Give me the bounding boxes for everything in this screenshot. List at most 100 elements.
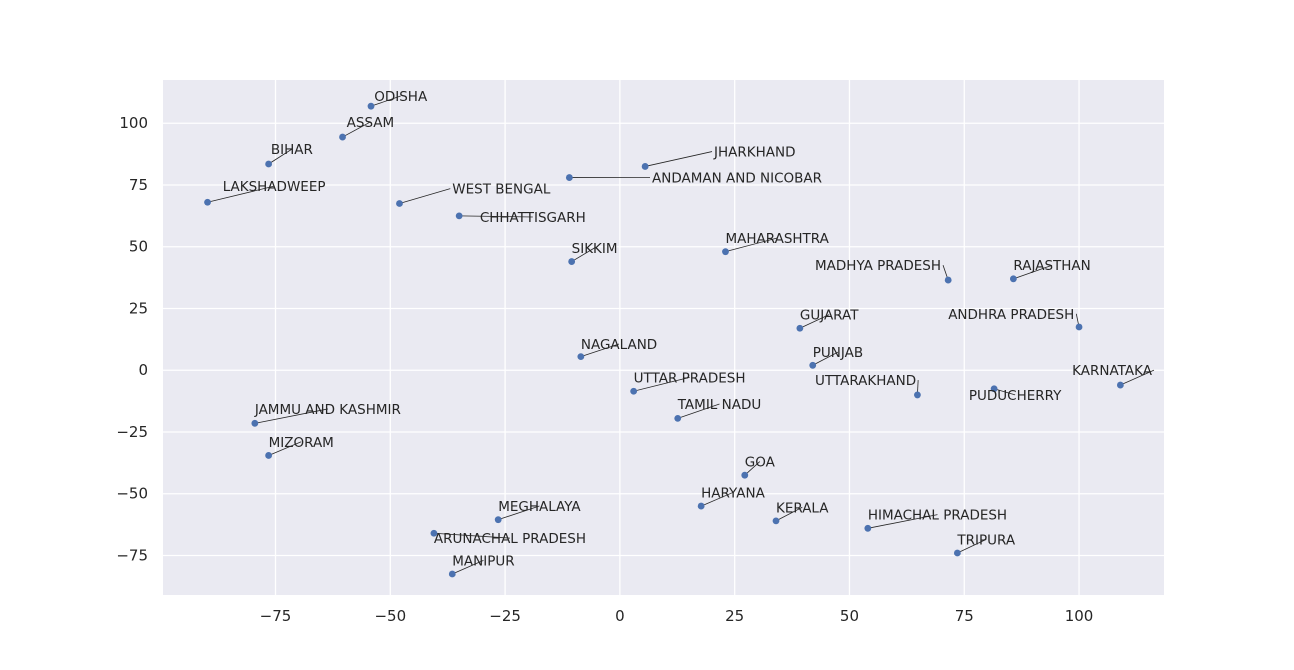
point-label-manipur: MANIPUR <box>452 553 514 569</box>
leader-line-haryana <box>700 492 734 507</box>
point-karnataka <box>1116 381 1124 389</box>
point-label-west-bengal: WEST BENGAL <box>452 182 551 198</box>
point-nagaland <box>577 353 585 361</box>
point-label-nagaland: NAGALAND <box>581 337 657 353</box>
point-andaman-and-nicobar <box>565 174 573 181</box>
point-puducherry <box>990 385 998 393</box>
point-label-andaman-and-nicobar: ANDAMAN AND NICOBAR <box>652 171 822 187</box>
point-label-puducherry: PUDUCHERRY <box>969 388 1062 404</box>
point-label-jharkhand: JHARKHAND <box>713 145 795 161</box>
point-label-gujarat: GUJARAT <box>800 308 859 324</box>
point-haryana <box>697 502 705 510</box>
leader-line-lakshadweep <box>207 185 275 203</box>
data-points <box>204 102 1124 578</box>
point-sikkim <box>568 258 576 265</box>
point-mizoram <box>265 452 273 459</box>
point-label-meghalaya: MEGHALAYA <box>498 499 581 515</box>
y-tick-label: 0 <box>138 361 148 379</box>
y-tick-label: −75 <box>116 546 148 564</box>
leader-line-gujarat <box>799 314 830 329</box>
leader-line-himachal-pradesh <box>867 514 938 529</box>
point-label-maharashtra: MAHARASHTRA <box>725 231 829 247</box>
point-tripura <box>953 549 961 557</box>
y-tick-label: 50 <box>129 238 148 256</box>
leader-line-meghalaya <box>498 505 540 521</box>
point-label-kerala: KERALA <box>776 500 829 516</box>
point-label-rajasthan: RAJASTHAN <box>1013 258 1090 274</box>
x-tick-label: −50 <box>374 607 406 625</box>
leader-line-rajasthan <box>1013 264 1053 280</box>
x-tick-label: 100 <box>1065 607 1094 625</box>
point-arunachal-pradesh <box>430 529 438 537</box>
point-label-assam: ASSAM <box>347 115 395 131</box>
point-label-uttarakhand: UTTARAKHAND <box>815 373 916 389</box>
leader-line-nagaland <box>580 343 620 358</box>
point-label-mizoram: MIZORAM <box>269 435 334 451</box>
leader-line-sikkim <box>571 247 595 262</box>
point-bihar <box>265 160 273 168</box>
x-tick-label: −75 <box>260 607 292 625</box>
point-rajasthan <box>1009 275 1017 283</box>
point-label-madhya-pradesh: MADHYA PRADESH <box>815 258 941 274</box>
label-leader-lines <box>207 95 1155 575</box>
y-tick-label: −25 <box>116 423 148 441</box>
leader-line-uttar-pradesh <box>633 376 690 392</box>
leader-line-chhattisgarh <box>459 215 533 218</box>
point-lakshadweep <box>204 198 211 206</box>
point-tamil-nadu <box>674 414 682 422</box>
point-label-himachal-pradesh: HIMACHAL PRADESH <box>868 508 1007 524</box>
point-madhya-pradesh <box>944 276 952 284</box>
x-tick-label: 50 <box>840 607 859 625</box>
axis-tick-labels: −75 −50 −25 0 25 50 75 100 −75 −50 −25 0 25 50 75 100 <box>116 114 1093 625</box>
leader-line-mizoram <box>268 441 302 456</box>
y-tick-label: 75 <box>129 176 148 194</box>
point-label-bihar: BIHAR <box>271 142 313 158</box>
point-jharkhand <box>641 163 649 170</box>
point-label-sikkim: SIKKIM <box>572 241 618 257</box>
point-goa <box>741 471 749 479</box>
point-maharashtra <box>722 248 729 256</box>
point-label-haryana: HARYANA <box>701 485 765 501</box>
point-gujarat <box>796 324 804 332</box>
point-uttar-pradesh <box>630 387 638 395</box>
point-assam <box>339 133 346 141</box>
point-punjab <box>809 361 817 369</box>
point-manipur <box>448 570 456 578</box>
leader-line-assam <box>342 121 371 138</box>
point-label-chhattisgarh: CHHATTISGARH <box>480 210 586 226</box>
leader-line-tamil-nadu <box>677 403 720 419</box>
leader-line-puducherry <box>993 388 1016 396</box>
leader-line-bihar <box>268 148 293 165</box>
point-meghalaya <box>494 516 502 524</box>
point-labels: ODISHA ASSAM BIHAR LAKSHADWEEP JHARKHAND ANDA… <box>223 89 1153 569</box>
point-west-bengal <box>396 200 403 207</box>
point-label-arunachal-pradesh: ARUNACHAL PRADESH <box>434 531 586 547</box>
leader-line-jharkhand <box>645 151 713 167</box>
leader-line-jammu-and-kashmir <box>254 408 328 424</box>
point-chhattisgarh <box>455 212 463 220</box>
leader-line-west-bengal <box>399 188 451 204</box>
leader-line-punjab <box>812 351 839 366</box>
x-tick-label: 0 <box>615 607 625 625</box>
point-label-tamil-nadu: TAMIL NADU <box>677 397 762 413</box>
leader-line-odisha <box>370 95 401 107</box>
leader-line-arunachal-pradesh <box>433 532 510 539</box>
point-label-lakshadweep: LAKSHADWEEP <box>223 179 326 195</box>
point-label-punjab: PUNJAB <box>813 345 863 361</box>
point-himachal-pradesh <box>864 524 872 532</box>
x-tick-label: −25 <box>489 607 521 625</box>
y-tick-label: 25 <box>129 299 148 317</box>
point-label-andhra-pradesh: ANDHRA PRADESH <box>948 307 1074 323</box>
leader-line-tripura <box>957 539 987 554</box>
point-uttarakhand <box>914 391 921 399</box>
point-label-jammu-and-kashmir: JAMMU AND KASHMIR <box>254 402 401 418</box>
grid-lines <box>163 80 1164 595</box>
axes-background <box>163 80 1164 595</box>
point-odisha <box>367 102 375 110</box>
leader-line-manipur <box>452 559 484 575</box>
point-jammu-and-kashmir <box>251 419 259 427</box>
point-label-goa: GOA <box>745 455 776 471</box>
y-tick-label: −50 <box>116 485 148 503</box>
point-label-uttar-pradesh: UTTAR PRADESH <box>634 370 746 386</box>
y-tick-label: 100 <box>119 114 148 132</box>
